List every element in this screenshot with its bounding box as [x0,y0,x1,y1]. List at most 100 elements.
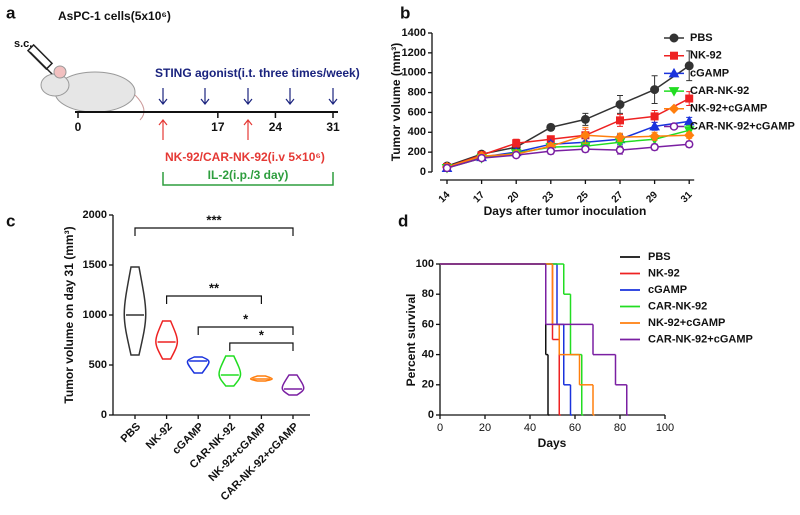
x-axis-title: Days after tumor inoculation [484,204,647,218]
marker [668,87,680,97]
x-tick-label: NK-92 [144,421,175,452]
series-line [446,97,690,168]
legend-label: CAR-NK-92 [648,300,707,312]
series-line [446,143,690,169]
marker [670,51,678,60]
marker [683,130,695,141]
x-tick-label: 29 [644,189,660,205]
significance-bracket [229,342,294,351]
y-tick-label: 0 [420,166,426,178]
violin [218,355,242,387]
x-tick-label: 80 [614,422,626,434]
marker [668,103,680,115]
y-tick-label: 1000 [402,67,426,79]
marker [580,114,590,124]
x-tick-label: 0 [437,422,443,434]
panel-c: c 0 500 1000 1500 2000 Tumor volume on day 31 … [6,209,310,503]
marker [616,116,624,125]
marker [649,131,660,142]
route-label: s.c. [14,38,32,50]
significance-bracket [197,326,294,335]
legend-label: CAR-NK-92+cGAMP [648,333,753,345]
x-tick-label: 31 [679,189,695,205]
x-tick-label: 17 [471,189,487,205]
y-tick-label: 100 [416,258,434,270]
y-tick-label: 800 [408,86,426,98]
marker [650,142,659,152]
y-axis-title: Tumor volume (mm³) [389,43,403,161]
legend-label: NK-92 [648,267,680,279]
legend-label: PBS [690,32,713,44]
marker [649,120,660,131]
violin [155,320,179,360]
marker [546,122,556,132]
y-tick-label: 1200 [402,47,426,59]
il2-label: IL-2(i.p./3 day) [208,168,289,182]
violin [123,266,147,356]
legend-label: NK-92+cGAMP [648,317,725,329]
panel-d: d 0 20 40 60 80 100 0 20 40 60 80 100 Days Percent sur… [398,211,753,450]
x-tick-label: 25 [575,189,591,205]
marker [684,139,694,149]
x-tick-label: 23 [541,189,557,205]
marker [511,150,521,160]
significance-label: * [259,327,265,342]
y-tick-label: 1400 [402,27,426,39]
significance-label: *** [206,212,222,227]
marker [650,85,660,95]
x-tick-label: 60 [569,422,581,434]
nk-arrows [158,119,253,140]
marker [581,144,590,154]
violin [281,374,305,396]
significance-bracket [134,227,294,236]
x-axis-title: Days [538,436,567,450]
marker [669,122,679,131]
marker [615,145,625,155]
day-label: 0 [75,120,82,134]
y-tick-label: 0 [428,409,434,421]
il2-bracket [162,172,334,186]
legend-label: PBS [648,251,671,263]
y-axis-title: Percent survival [404,294,418,387]
legend-label: NK-92 [690,50,722,62]
y-tick-label: 0 [101,409,107,421]
day-label: 17 [211,120,225,134]
y-tick-label: 2000 [83,209,107,221]
significance-label: ** [209,280,220,295]
legend-label: NK-92+cGAMP [690,103,767,115]
legend-label: CAR-NK-92 [690,85,749,97]
legend-label: cGAMP [648,284,687,296]
sting-arrows [158,88,338,105]
marker [442,163,452,173]
marker [668,67,680,78]
marker [477,153,486,163]
x-tick-label: PBS [119,421,143,445]
panel-b: b 0 200 400 600 800 1000 1200 1400 14 17 20 23 25 27 29… [389,3,795,218]
legend-label: cGAMP [690,67,729,79]
x-tick-label: 100 [656,422,674,434]
y-tick-label: 400 [408,126,426,138]
y-tick-label: 200 [408,146,426,158]
panel-label: b [400,3,410,22]
significance-bracket [166,295,262,304]
marker [546,146,556,156]
y-tick-label: 80 [422,288,434,300]
x-tick-label: 14 [437,189,453,205]
violin [249,375,273,382]
marker [650,112,659,121]
marker [669,33,679,43]
marker [615,99,625,109]
series-line [446,134,690,168]
nk-label: NK-92/CAR-NK-92(i.v 5×10⁶) [165,150,325,164]
marker [684,61,694,71]
x-tick-label: 20 [479,422,491,434]
panel-label: c [6,211,15,230]
y-tick-label: 20 [422,379,434,391]
y-tick-label: 1000 [83,309,107,321]
marker [685,94,694,103]
marker [580,130,591,141]
y-tick-label: 60 [422,318,434,330]
y-tick-label: 500 [89,359,107,371]
cells-label: AsPC-1 cells(5x10⁶) [58,9,171,23]
